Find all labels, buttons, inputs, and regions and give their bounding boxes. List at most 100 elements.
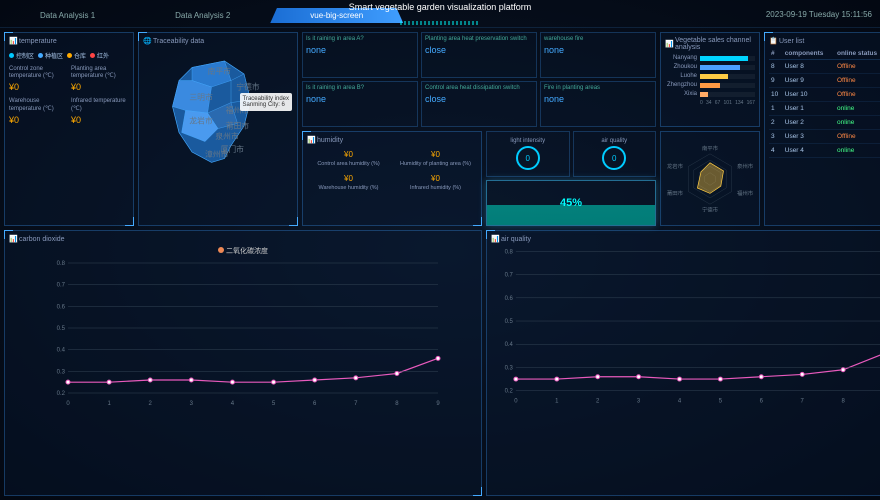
humidity-item: ¥0Warehouse humidity (%) (307, 172, 390, 192)
sales-bar: Zhoukou (665, 64, 755, 70)
chart-icon: 📊 (307, 136, 315, 144)
air-label: air quality (601, 138, 627, 144)
svg-text:0.4: 0.4 (57, 348, 66, 354)
svg-text:莆田市: 莆田市 (667, 189, 684, 197)
userlist-panel: 📋User list #componentsonline status 8Use… (764, 32, 880, 226)
temperature-legend: 控制区种植区仓库红外 (9, 51, 129, 60)
svg-text:0.5: 0.5 (57, 326, 66, 332)
svg-text:0.6: 0.6 (57, 304, 66, 310)
svg-text:6: 6 (313, 401, 317, 407)
svg-text:2: 2 (149, 401, 153, 407)
svg-text:7: 7 (354, 401, 358, 407)
svg-text:0: 0 (514, 399, 518, 405)
legend-item: 控制区 (9, 51, 34, 60)
chart-icon: 📊 (665, 40, 673, 48)
sales-panel: 📊Vegetable sales channel analysis Nanyan… (660, 32, 760, 127)
user-row[interactable]: 2User 2online (769, 116, 880, 130)
user-col: components (783, 48, 835, 60)
user-row[interactable]: 10User 10Offline (769, 88, 880, 102)
svg-text:1: 1 (107, 401, 111, 407)
svg-text:三明市: 三明市 (189, 92, 213, 102)
humidity-title: humidity (317, 137, 343, 144)
humidity-item: ¥0Control area humidity (%) (307, 148, 390, 168)
header: Data Analysis 1 Data Analysis 2 vue-big-… (0, 0, 880, 28)
humidity-item: ¥0Humidity of planting area (%) (394, 148, 477, 168)
legend-item: 种植区 (38, 51, 63, 60)
air-gauge: air quality 0 (573, 131, 657, 177)
user-row[interactable]: 4User 4online (769, 144, 880, 158)
temp-item: Control zone temperature (℃)¥0 (9, 66, 67, 92)
status-cards: Is it raining in area A?nonePlanting are… (302, 32, 656, 127)
svg-text:福州市: 福州市 (737, 189, 754, 197)
status-card: Is it raining in area A?none (302, 32, 418, 78)
temperature-title: temperature (19, 38, 57, 45)
svg-text:0.6: 0.6 (505, 296, 514, 302)
map-svg[interactable]: 南平市 宁德市 三明市 福州市 莆田市 龙岩市 泉州市 厦门市 漳州市 (143, 48, 293, 178)
svg-text:3: 3 (637, 399, 641, 405)
status-card: Control area heat dissipation switchclos… (421, 81, 537, 127)
svg-text:0: 0 (66, 401, 70, 407)
co2-legend: 二氧化碳浓度 (9, 246, 477, 256)
chart-icon: 📊 (9, 37, 17, 45)
traceability-title: Traceability data (153, 38, 204, 45)
sales-bars: NanyangZhoukouLuoheZhengzhouXixia (665, 55, 755, 97)
humidity-panel: 📊humidity ¥0Control area humidity (%)¥0H… (302, 131, 482, 226)
light-value: 0 (516, 146, 540, 170)
sales-radar-column: 📊Vegetable sales channel analysis Nanyan… (660, 32, 760, 226)
svg-text:南平市: 南平市 (702, 144, 719, 152)
svg-text:9: 9 (436, 401, 440, 407)
user-row[interactable]: 1User 1online (769, 102, 880, 116)
humidity-item: ¥0Infrared humidity (%) (394, 172, 477, 192)
aq-title: air quality (501, 236, 531, 243)
svg-text:龙岩市: 龙岩市 (667, 162, 684, 170)
temperature-values: Control zone temperature (℃)¥0Planting a… (9, 66, 129, 125)
user-table: #componentsonline status 8User 8Offline9… (769, 48, 880, 158)
svg-text:0.3: 0.3 (57, 369, 66, 375)
legend-item: 仓库 (67, 51, 86, 60)
svg-text:宁德市: 宁德市 (702, 205, 719, 213)
svg-text:1: 1 (555, 399, 559, 405)
page-title: Smart vegetable garden visualization pla… (349, 3, 532, 13)
sales-bar: Luohe (665, 73, 755, 79)
svg-text:莆田市: 莆田市 (226, 121, 250, 131)
svg-text:4: 4 (678, 399, 682, 405)
tab-data-analysis-1[interactable]: Data Analysis 1 (0, 8, 135, 23)
user-row[interactable]: 9User 9Offline (769, 74, 880, 88)
chart-icon: 📊 (9, 235, 17, 243)
map-tooltip: Traceability index Sanming City: 6 (240, 93, 292, 111)
co2-chart[interactable]: 0.20.30.40.50.60.70.80123456789 (9, 258, 477, 408)
tab-data-analysis-2[interactable]: Data Analysis 2 (135, 8, 270, 23)
user-col: # (769, 48, 783, 60)
header-decoration (400, 21, 480, 25)
temp-item: Planting area temperature (℃)¥0 (71, 66, 129, 92)
status-card: Is it raining in area B?none (302, 81, 418, 127)
light-label: light intensity (510, 138, 545, 144)
tooltip-value: Sanming City: 6 (243, 102, 289, 108)
temperature-panel: 📊temperature 控制区种植区仓库红外 Control zone tem… (4, 32, 134, 226)
svg-text:0.4: 0.4 (505, 342, 514, 348)
svg-text:8: 8 (395, 401, 399, 407)
status-card: warehouse firenone (540, 32, 656, 78)
gauges-panel: light intensity 0 air quality 0 45% (486, 131, 656, 226)
svg-text:漳州市: 漳州市 (205, 149, 229, 159)
co2-title: carbon dioxide (19, 236, 65, 243)
traceability-panel: 🌐Traceability data 南平市 宁德市 三明市 福州市 莆田市 龙… (138, 32, 298, 226)
wave-gauge: 45% (486, 180, 656, 226)
user-row[interactable]: 3User 3Offline (769, 130, 880, 144)
wave-value: 45% (560, 197, 582, 209)
humidity-row-2: ¥0Warehouse humidity (%)¥0Infrared humid… (307, 172, 477, 192)
globe-icon: 🌐 (143, 37, 151, 45)
aq-chart[interactable]: 0.20.30.40.50.60.70.80123456789 (491, 246, 880, 406)
user-row[interactable]: 8User 8Offline (769, 60, 880, 74)
svg-text:0.2: 0.2 (57, 391, 66, 397)
svg-text:宁德市: 宁德市 (236, 82, 260, 92)
sales-bar: Xixia (665, 91, 755, 97)
svg-text:龙岩市: 龙岩市 (189, 115, 213, 125)
tabs: Data Analysis 1 Data Analysis 2 vue-big-… (0, 8, 403, 23)
svg-text:0.2: 0.2 (505, 389, 514, 395)
svg-text:8: 8 (841, 399, 845, 405)
svg-text:4: 4 (231, 401, 235, 407)
humidity-row-1: ¥0Control area humidity (%)¥0Humidity of… (307, 148, 477, 168)
svg-text:0.8: 0.8 (57, 261, 66, 267)
svg-text:5: 5 (719, 399, 723, 405)
